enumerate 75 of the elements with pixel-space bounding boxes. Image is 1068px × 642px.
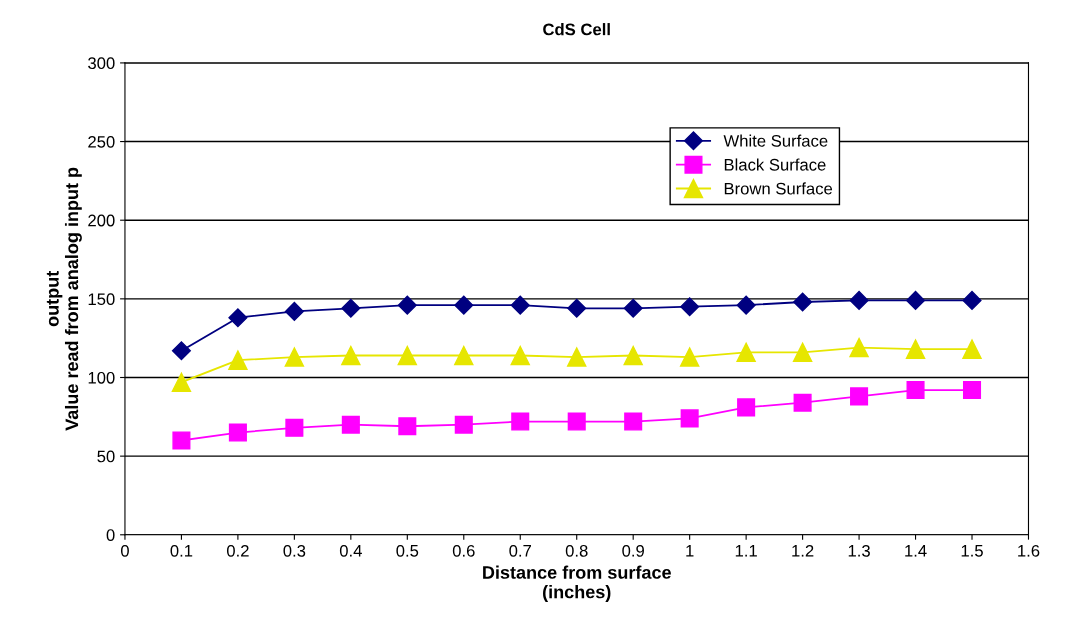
point xyxy=(228,423,247,442)
x-tick-label: 0.5 xyxy=(396,544,419,557)
point xyxy=(398,417,417,436)
legend-label: Black Surface xyxy=(724,158,826,171)
point xyxy=(736,342,756,363)
x-tick-label: 1.6 xyxy=(1018,544,1040,557)
x-tick-label: 0.6 xyxy=(452,544,475,557)
point xyxy=(341,415,360,434)
point xyxy=(849,290,869,310)
point xyxy=(341,298,361,318)
point xyxy=(906,381,925,400)
y-tick-label: 250 xyxy=(88,135,115,148)
point xyxy=(228,350,248,370)
point xyxy=(679,347,700,367)
x-tick-label: 1 xyxy=(686,545,694,557)
point xyxy=(284,347,305,367)
y-tick-label: 0 xyxy=(106,529,115,541)
x-tick-label: 1.4 xyxy=(905,545,927,557)
x-tick-label: 1.5 xyxy=(961,545,983,557)
point xyxy=(454,345,474,366)
legend-label: White Surface xyxy=(723,134,828,147)
x-axis-title: Distance from surface (inches) xyxy=(483,565,671,602)
point xyxy=(454,295,474,315)
point xyxy=(623,298,643,318)
point xyxy=(454,415,473,434)
point xyxy=(623,345,643,366)
x-tick-label: 0.2 xyxy=(226,544,249,557)
point xyxy=(624,412,643,431)
x-tick-label: 1.1 xyxy=(735,545,757,557)
point xyxy=(962,290,982,310)
point xyxy=(680,409,699,428)
point xyxy=(510,295,530,315)
point xyxy=(567,412,586,431)
x-tick-label: 0 xyxy=(120,544,129,557)
point xyxy=(566,347,587,367)
point xyxy=(737,398,756,417)
x-tick-label: 1.3 xyxy=(848,544,870,557)
point xyxy=(171,372,192,392)
x-tick-label: 0.7 xyxy=(509,544,531,557)
x-tick-label: 0.9 xyxy=(622,544,644,557)
chart-title: CdS Cell xyxy=(543,23,610,36)
x-tick-label: 0.1 xyxy=(170,544,193,557)
y-tick-label: 100 xyxy=(88,371,115,384)
x-tick-label: 1.2 xyxy=(792,544,814,557)
point xyxy=(285,418,304,437)
point xyxy=(510,345,530,366)
legend-label: Brown Surface xyxy=(724,182,833,195)
point xyxy=(962,339,982,359)
point xyxy=(172,431,191,450)
y-tick-label: 300 xyxy=(88,57,115,70)
point xyxy=(397,345,418,366)
y-tick-label: 150 xyxy=(88,293,115,306)
y-tick-label: 200 xyxy=(88,214,115,227)
y-tick-label: 50 xyxy=(97,450,115,463)
point xyxy=(793,393,812,412)
point xyxy=(793,292,813,312)
point xyxy=(511,412,530,431)
point xyxy=(171,341,191,361)
point xyxy=(906,290,926,310)
point xyxy=(962,381,982,400)
x-tick-label: 0.4 xyxy=(339,544,362,557)
point xyxy=(680,297,700,317)
point xyxy=(850,387,869,406)
point xyxy=(341,345,361,366)
x-tick-label: 0.3 xyxy=(283,544,306,557)
point xyxy=(397,295,417,315)
point xyxy=(905,339,926,359)
point xyxy=(284,301,304,321)
point xyxy=(792,342,813,363)
point xyxy=(849,337,869,358)
x-tick-label: 0.8 xyxy=(565,544,588,557)
y-axis-title: output Value read from analog input p xyxy=(46,167,82,431)
point xyxy=(736,295,756,315)
point xyxy=(228,308,248,328)
point xyxy=(567,298,587,318)
